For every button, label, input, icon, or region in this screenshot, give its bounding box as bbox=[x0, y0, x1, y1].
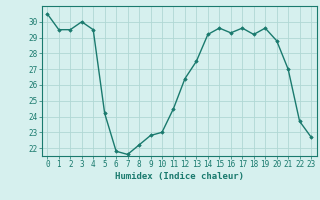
X-axis label: Humidex (Indice chaleur): Humidex (Indice chaleur) bbox=[115, 172, 244, 181]
